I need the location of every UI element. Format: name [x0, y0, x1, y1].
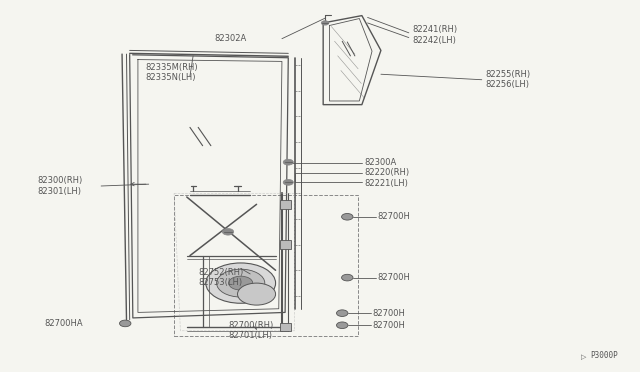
Circle shape	[321, 21, 329, 25]
Bar	[280, 323, 291, 331]
Text: 82752(RH)
82753(LH): 82752(RH) 82753(LH)	[198, 268, 243, 287]
Text: 82700H: 82700H	[378, 212, 411, 221]
Bar	[280, 200, 291, 209]
Text: 82300(RH)
82301(LH): 82300(RH) 82301(LH)	[38, 176, 83, 196]
Circle shape	[216, 269, 265, 297]
Bar	[174, 195, 358, 336]
Text: ▷: ▷	[581, 354, 586, 360]
Circle shape	[337, 322, 348, 328]
Circle shape	[206, 263, 276, 303]
Text: P3000P: P3000P	[591, 351, 618, 360]
Circle shape	[120, 320, 131, 327]
Text: 82220(RH)
82221(LH): 82220(RH) 82221(LH)	[364, 168, 410, 187]
Circle shape	[337, 310, 348, 317]
Text: 82255(RH)
82256(LH): 82255(RH) 82256(LH)	[485, 70, 530, 89]
Circle shape	[228, 276, 253, 290]
Text: 82700HA: 82700HA	[44, 319, 83, 328]
Circle shape	[284, 179, 293, 185]
Text: 82700H: 82700H	[372, 321, 406, 330]
Circle shape	[342, 274, 353, 281]
Circle shape	[222, 228, 234, 235]
Text: 82241(RH)
82242(LH): 82241(RH) 82242(LH)	[412, 25, 457, 45]
Text: 82700H: 82700H	[372, 309, 406, 318]
Text: 82700(RH)
82701(LH): 82700(RH) 82701(LH)	[228, 321, 273, 340]
Text: 82302A: 82302A	[215, 34, 247, 43]
Text: 82335M(RH)
82335N(LH): 82335M(RH) 82335N(LH)	[145, 63, 198, 82]
Circle shape	[237, 283, 276, 305]
Text: 82300A: 82300A	[364, 158, 397, 167]
Circle shape	[342, 214, 353, 220]
Bar	[280, 240, 291, 249]
Circle shape	[284, 159, 293, 165]
Text: 82700H: 82700H	[378, 273, 411, 282]
